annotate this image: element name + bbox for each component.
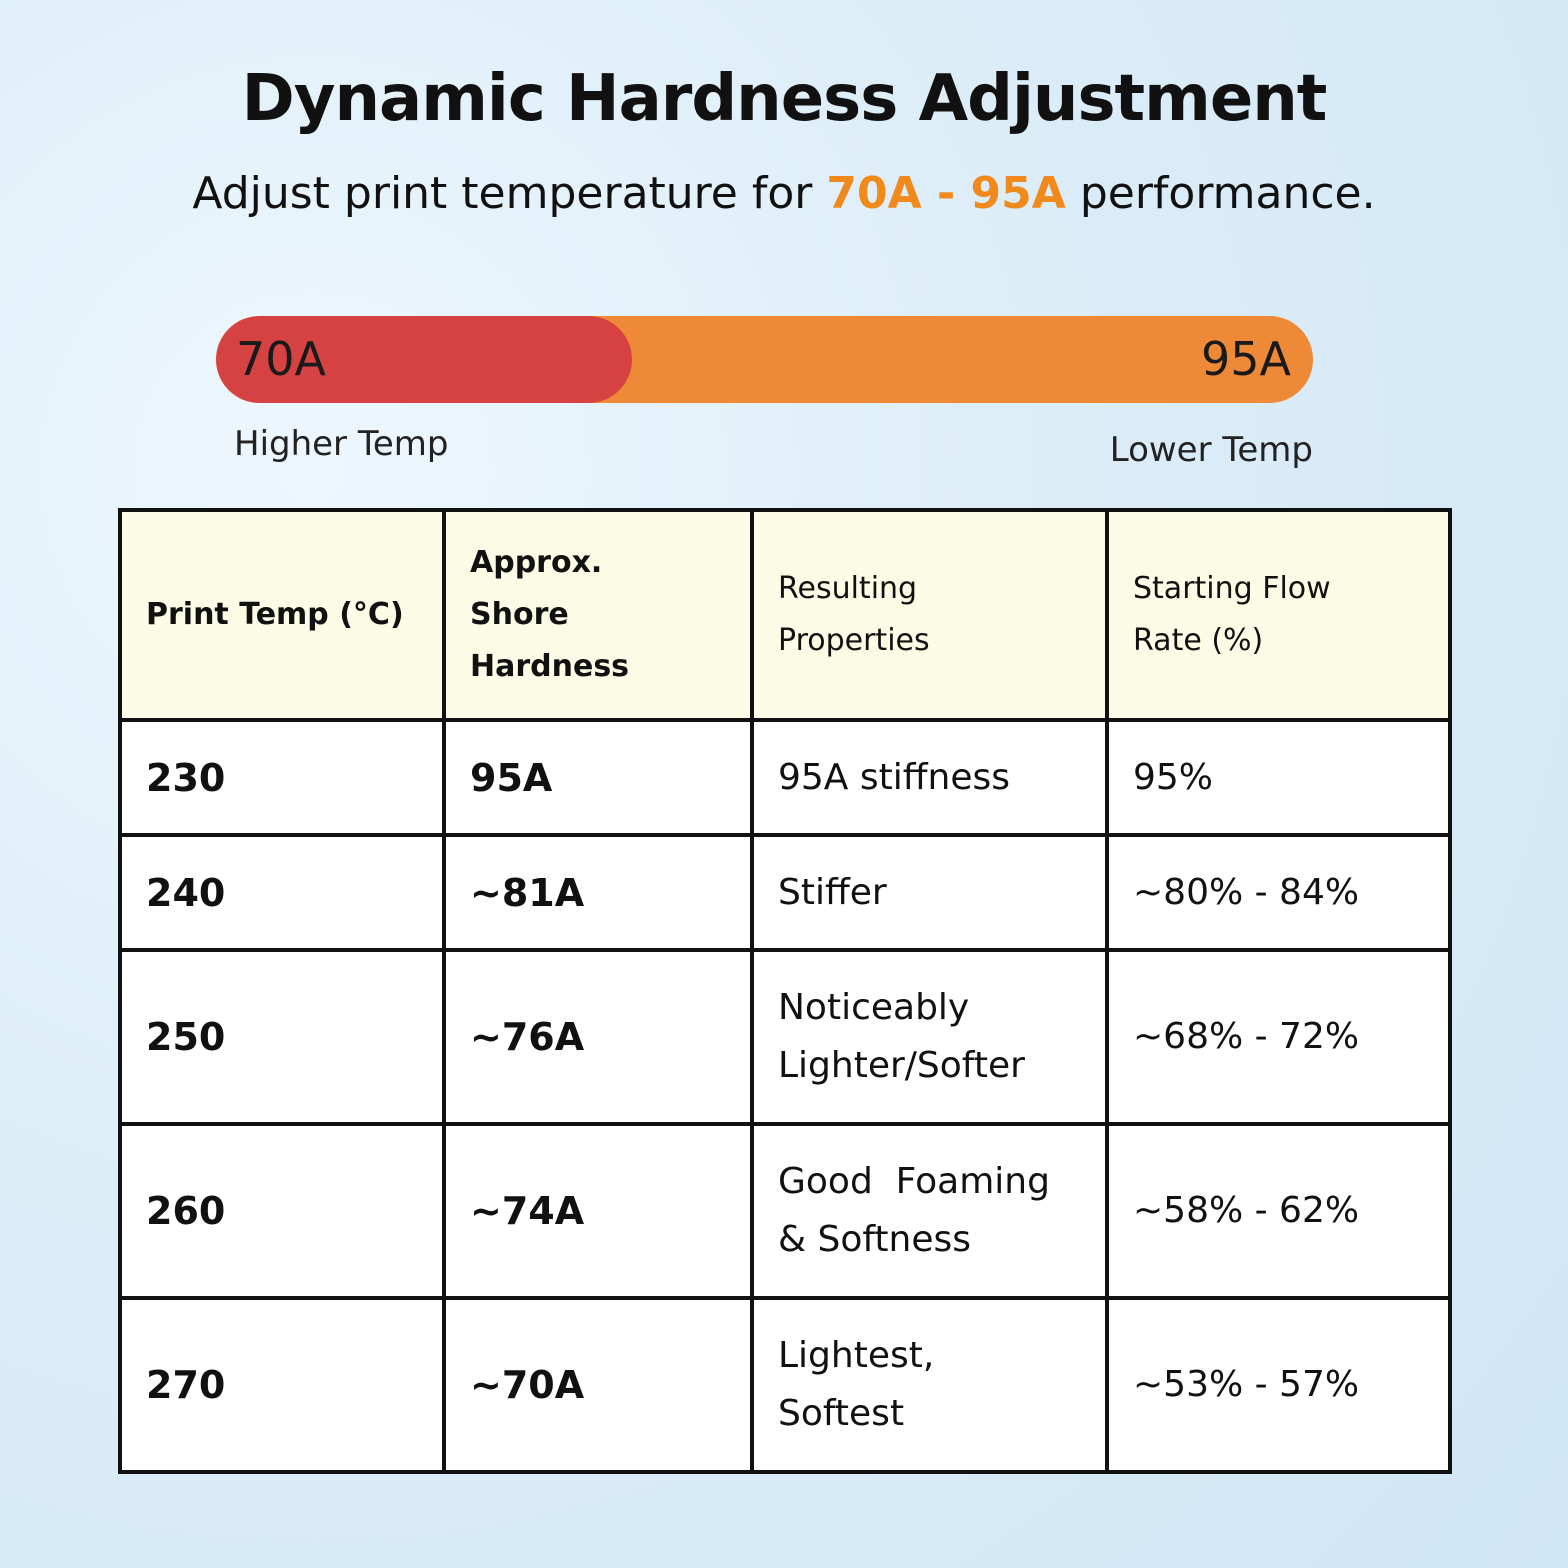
cell-line: ~58% - 62% — [1133, 1190, 1360, 1231]
subtitle-text: Adjust print temperature for — [192, 168, 813, 219]
cell-line: ~80% - 84% — [1133, 871, 1360, 913]
table-cell: Good Foaming & Softness — [750, 1122, 1109, 1300]
cell-line: Shore — [470, 597, 569, 632]
cell-line: 95A — [470, 755, 553, 800]
table-cell: 270 — [118, 1296, 446, 1474]
table-row: 260 ~74A Good Foaming & Softness ~58% - 62% — [118, 1122, 1452, 1300]
cell-line: Approx. — [470, 545, 603, 580]
subtitle: Adjust print temperature for 70A - 95A p… — [0, 168, 1568, 219]
table-cell: 260 — [118, 1122, 446, 1300]
cell-line: Lightest, — [778, 1335, 935, 1376]
cell-line: ~53% - 57% — [1133, 1364, 1360, 1405]
table-cell: 240 — [118, 833, 446, 952]
table-cell: Stiffer — [750, 833, 1109, 952]
table-cell: Noticeably Lighter/Softer — [750, 948, 1109, 1126]
table-cell: ~76A — [442, 948, 754, 1126]
table-cell: 250 — [118, 948, 446, 1126]
table-row: 230 95A 95A stiffness 95% — [118, 718, 1452, 837]
cell-line: Starting Flow — [1133, 571, 1331, 606]
cell-line: ~68% - 72% — [1133, 1016, 1360, 1057]
cell-line: & Softness — [778, 1219, 972, 1260]
bar-caption: Higher Temp — [234, 424, 449, 464]
table-cell: Print Temp (°C) — [118, 508, 446, 722]
table-cell: ~81A — [442, 833, 754, 952]
cell-line: 230 — [146, 755, 226, 800]
cell-line: 270 — [146, 1363, 226, 1407]
cell-line: Rate (%) — [1133, 623, 1264, 658]
cell-line: Hardness — [470, 649, 630, 684]
cell-line: 95% — [1133, 756, 1214, 798]
table: Print Temp (°C) Approx. Shore Hardness Resul… — [118, 508, 1452, 1474]
cell-line: Properties — [778, 623, 930, 658]
table-cell: 95A stiffness — [750, 718, 1109, 837]
table-row: Print Temp (°C) Approx. Shore Hardness Resul… — [118, 508, 1452, 722]
cell-line: Stiffer — [778, 871, 887, 913]
cell-line: Print Temp (°C) — [146, 597, 404, 632]
cell-line: 250 — [146, 1015, 226, 1059]
title: Dynamic Hardness Adjustment — [241, 62, 1328, 136]
bar-segment — [216, 316, 632, 403]
table-cell: ~70A — [442, 1296, 754, 1474]
table-cell: ~80% - 84% — [1105, 833, 1452, 952]
table-cell: Resulting Properties — [750, 508, 1109, 722]
cell-line: ~74A — [470, 1189, 585, 1233]
bar-label: 70A — [236, 332, 327, 386]
cell-line: 260 — [146, 1189, 226, 1233]
table-row: 240 ~81A Stiffer ~80% - 84% — [118, 833, 1452, 952]
cell-line: ~81A — [470, 870, 585, 915]
hardness-bar: 70A 95A — [216, 316, 1313, 403]
table-row: 250 ~76A Noticeably Lighter/Softer ~68% - 72… — [118, 948, 1452, 1126]
table-cell: ~53% - 57% — [1105, 1296, 1452, 1474]
table-cell: 230 — [118, 718, 446, 837]
bar-caption: Lower Temp — [1109, 430, 1313, 470]
table-cell: Approx. Shore Hardness — [442, 508, 754, 722]
cell-line: ~76A — [470, 1015, 585, 1059]
subtitle-text: performance. — [1079, 168, 1376, 219]
cell-line: Good Foaming — [778, 1161, 1050, 1202]
cell-line: 95A stiffness — [778, 756, 1011, 798]
table-cell: ~74A — [442, 1122, 754, 1300]
table-row: 270 ~70A Lightest, Softest ~53% - 57% — [118, 1296, 1452, 1474]
cell-line: Resulting — [778, 571, 918, 606]
cell-line: Noticeably — [778, 987, 970, 1028]
table-cell: 95% — [1105, 718, 1452, 837]
table-cell: Lightest, Softest — [750, 1296, 1109, 1474]
cell-line: Softest — [778, 1393, 905, 1434]
bar-label: 95A — [1200, 332, 1291, 386]
cell-line: Lighter/Softer — [778, 1045, 1025, 1086]
table-cell: 95A — [442, 718, 754, 837]
table-cell: ~68% - 72% — [1105, 948, 1452, 1126]
cell-line: ~70A — [470, 1363, 585, 1407]
table-cell: ~58% - 62% — [1105, 1122, 1452, 1300]
cell-line: 240 — [146, 870, 226, 915]
table-cell: Starting Flow Rate (%) — [1105, 508, 1452, 722]
subtitle-highlight: 70A - 95A — [826, 168, 1066, 219]
